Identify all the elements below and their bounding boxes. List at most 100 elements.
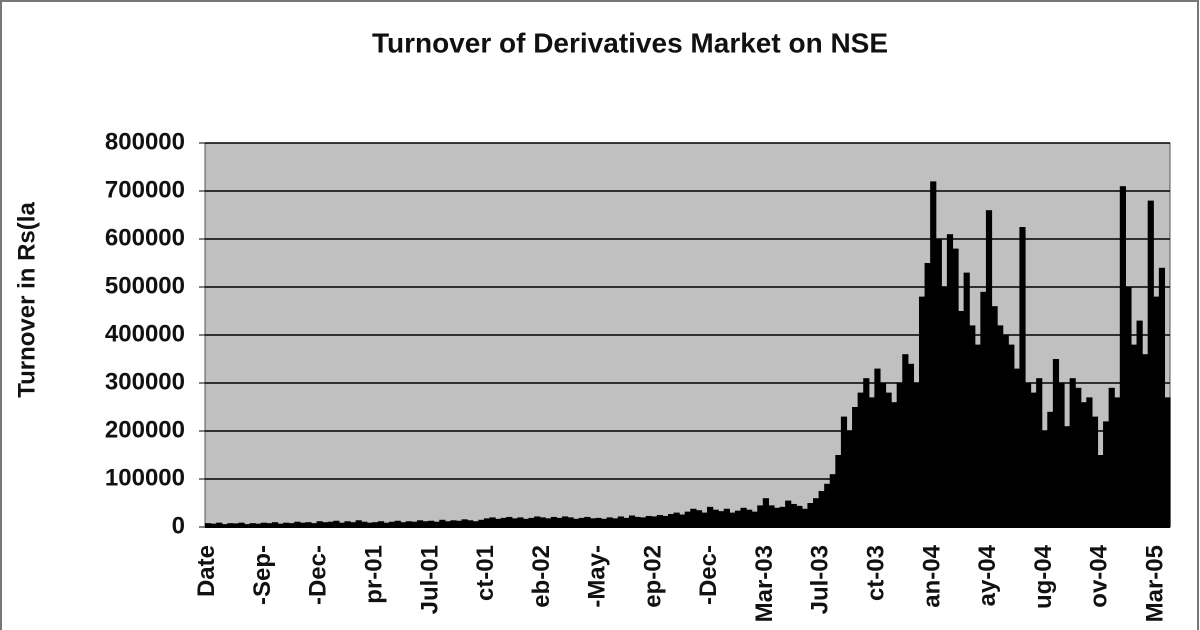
bar xyxy=(807,503,814,527)
x-tick-label: ug-04 xyxy=(1030,544,1057,609)
bar xyxy=(801,508,809,527)
bar xyxy=(667,514,675,527)
bar xyxy=(997,325,1004,527)
bar xyxy=(500,517,507,527)
bar xyxy=(433,521,440,527)
bar xyxy=(210,523,217,527)
bar xyxy=(628,515,636,527)
bar xyxy=(946,234,954,527)
bar xyxy=(1136,320,1143,527)
bar xyxy=(221,524,228,527)
bar xyxy=(868,397,875,527)
bar xyxy=(333,520,340,527)
bar xyxy=(595,517,602,527)
bar xyxy=(991,306,998,527)
bar xyxy=(483,518,491,527)
bar xyxy=(439,519,446,527)
bar xyxy=(383,522,390,527)
bar xyxy=(350,522,357,527)
bar xyxy=(790,503,797,527)
bar xyxy=(645,515,652,527)
bar xyxy=(902,354,909,527)
bar xyxy=(874,368,881,527)
x-tick-label: -Dec- xyxy=(305,545,332,605)
bar xyxy=(718,511,725,527)
bar xyxy=(1103,421,1110,527)
x-tick-label: Mar-05 xyxy=(1141,545,1168,622)
y-tick-label: 200000 xyxy=(105,416,185,443)
bar xyxy=(489,517,496,527)
bar xyxy=(444,521,452,527)
bar xyxy=(813,498,820,527)
x-tick-label: -May- xyxy=(584,545,611,608)
bar xyxy=(612,518,619,527)
bar xyxy=(1108,387,1115,527)
y-tick-label: 0 xyxy=(172,512,185,539)
bar xyxy=(707,506,714,527)
bar xyxy=(283,522,290,527)
bar xyxy=(545,518,552,527)
x-tick-label: an-04 xyxy=(918,544,945,607)
bar xyxy=(405,521,412,527)
bar xyxy=(1080,402,1087,527)
bar xyxy=(416,520,424,527)
bar xyxy=(271,522,279,527)
bar xyxy=(534,516,541,527)
bar xyxy=(556,517,563,527)
bar xyxy=(322,522,329,527)
bar xyxy=(640,517,647,527)
bar xyxy=(389,521,396,527)
bar xyxy=(255,523,262,527)
bar xyxy=(835,455,842,527)
bar xyxy=(930,181,937,527)
bar xyxy=(305,522,312,527)
bar xyxy=(980,291,987,527)
bar xyxy=(941,287,948,527)
bar xyxy=(824,483,831,527)
bar xyxy=(216,522,223,527)
bar xyxy=(913,383,920,527)
bar xyxy=(857,392,864,527)
bar xyxy=(539,517,546,527)
bar xyxy=(958,311,965,527)
bar xyxy=(1153,296,1160,527)
bar xyxy=(244,524,251,527)
bar xyxy=(1158,267,1166,527)
bar xyxy=(863,378,870,527)
y-tick-label: 800000 xyxy=(105,128,185,155)
x-tick-label: Mar-03 xyxy=(751,545,778,622)
x-tick-label: Jul-03 xyxy=(807,545,834,614)
bar xyxy=(355,520,362,527)
bar xyxy=(1097,455,1104,527)
bar xyxy=(723,508,730,527)
bar xyxy=(316,521,323,527)
bar xyxy=(478,519,485,527)
bar xyxy=(394,520,401,527)
x-tick-label: pr-01 xyxy=(360,545,387,604)
bar xyxy=(757,505,764,527)
bar xyxy=(779,506,786,527)
bar xyxy=(601,518,608,527)
bar xyxy=(578,517,585,527)
bar xyxy=(232,523,240,527)
bar xyxy=(1024,383,1032,527)
bar xyxy=(785,500,792,527)
x-tick-label: ov-04 xyxy=(1086,544,1113,607)
y-tick-label: 300000 xyxy=(105,368,185,395)
bar xyxy=(584,516,591,527)
bar xyxy=(1142,354,1149,527)
bar xyxy=(606,517,613,527)
bar xyxy=(506,516,513,527)
y-tick-label: 400000 xyxy=(105,320,185,347)
bar xyxy=(467,520,474,527)
bar xyxy=(846,431,853,527)
bar xyxy=(1119,186,1126,527)
bar xyxy=(338,522,346,527)
x-tick-label: ep-02 xyxy=(639,545,666,608)
bar xyxy=(461,519,468,527)
bar xyxy=(294,521,301,527)
bar xyxy=(762,498,769,527)
bar xyxy=(879,383,887,527)
bar xyxy=(985,210,993,527)
bar xyxy=(299,522,307,527)
